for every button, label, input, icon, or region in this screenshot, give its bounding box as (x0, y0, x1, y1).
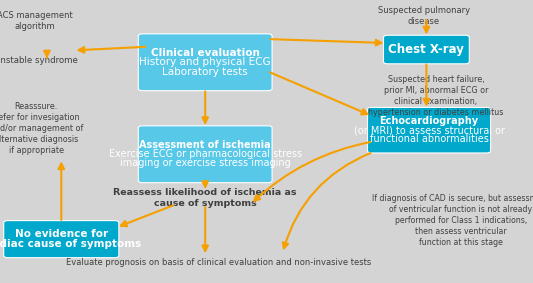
Text: cardiac cause of symptoms: cardiac cause of symptoms (0, 239, 141, 249)
Text: No evidence for: No evidence for (15, 230, 108, 239)
FancyBboxPatch shape (139, 34, 272, 91)
Text: Laboratory tests: Laboratory tests (163, 67, 248, 77)
FancyBboxPatch shape (139, 126, 272, 183)
Text: Exercise ECG or pharmacological stress: Exercise ECG or pharmacological stress (109, 149, 302, 159)
Text: If diagnosis of CAD is secure, but assessment
of ventricular function is not alr: If diagnosis of CAD is secure, but asses… (372, 194, 533, 247)
Text: History and physical ECG: History and physical ECG (140, 57, 271, 67)
FancyBboxPatch shape (4, 221, 119, 258)
Text: Suspected heart failure,
prior MI, abnormal ECG or
clinical examination,
hyperte: Suspected heart failure, prior MI, abnor… (368, 75, 504, 117)
Text: Evaluate prognosis on basis of clinical evaluation and non-invasive tests: Evaluate prognosis on basis of clinical … (66, 258, 371, 267)
Text: Chest X-ray: Chest X-ray (389, 43, 464, 56)
Text: functional abnormalities: functional abnormalities (369, 134, 489, 144)
Text: imaging or exercise stress imaging: imaging or exercise stress imaging (120, 158, 290, 168)
Text: ACS management
algorithm: ACS management algorithm (0, 11, 72, 31)
FancyBboxPatch shape (384, 35, 470, 64)
FancyBboxPatch shape (368, 107, 490, 153)
Text: (or MRI) to assess structural or: (or MRI) to assess structural or (353, 125, 505, 135)
Text: Reassess likelihood of ischemia as
cause of symptoms: Reassess likelihood of ischemia as cause… (114, 188, 297, 208)
Text: Assessment of ischemia: Assessment of ischemia (140, 140, 271, 151)
Text: Clinical evaluation: Clinical evaluation (151, 48, 260, 58)
Text: Echocardiography: Echocardiography (379, 116, 479, 127)
Text: Suspected pulmonary
disease: Suspected pulmonary disease (378, 5, 470, 26)
Text: Reasssure.
Refer for invesigation
and/or management of
alternative diagnosis
if : Reasssure. Refer for invesigation and/or… (0, 102, 83, 155)
Text: Unstable syndrome: Unstable syndrome (0, 56, 78, 65)
